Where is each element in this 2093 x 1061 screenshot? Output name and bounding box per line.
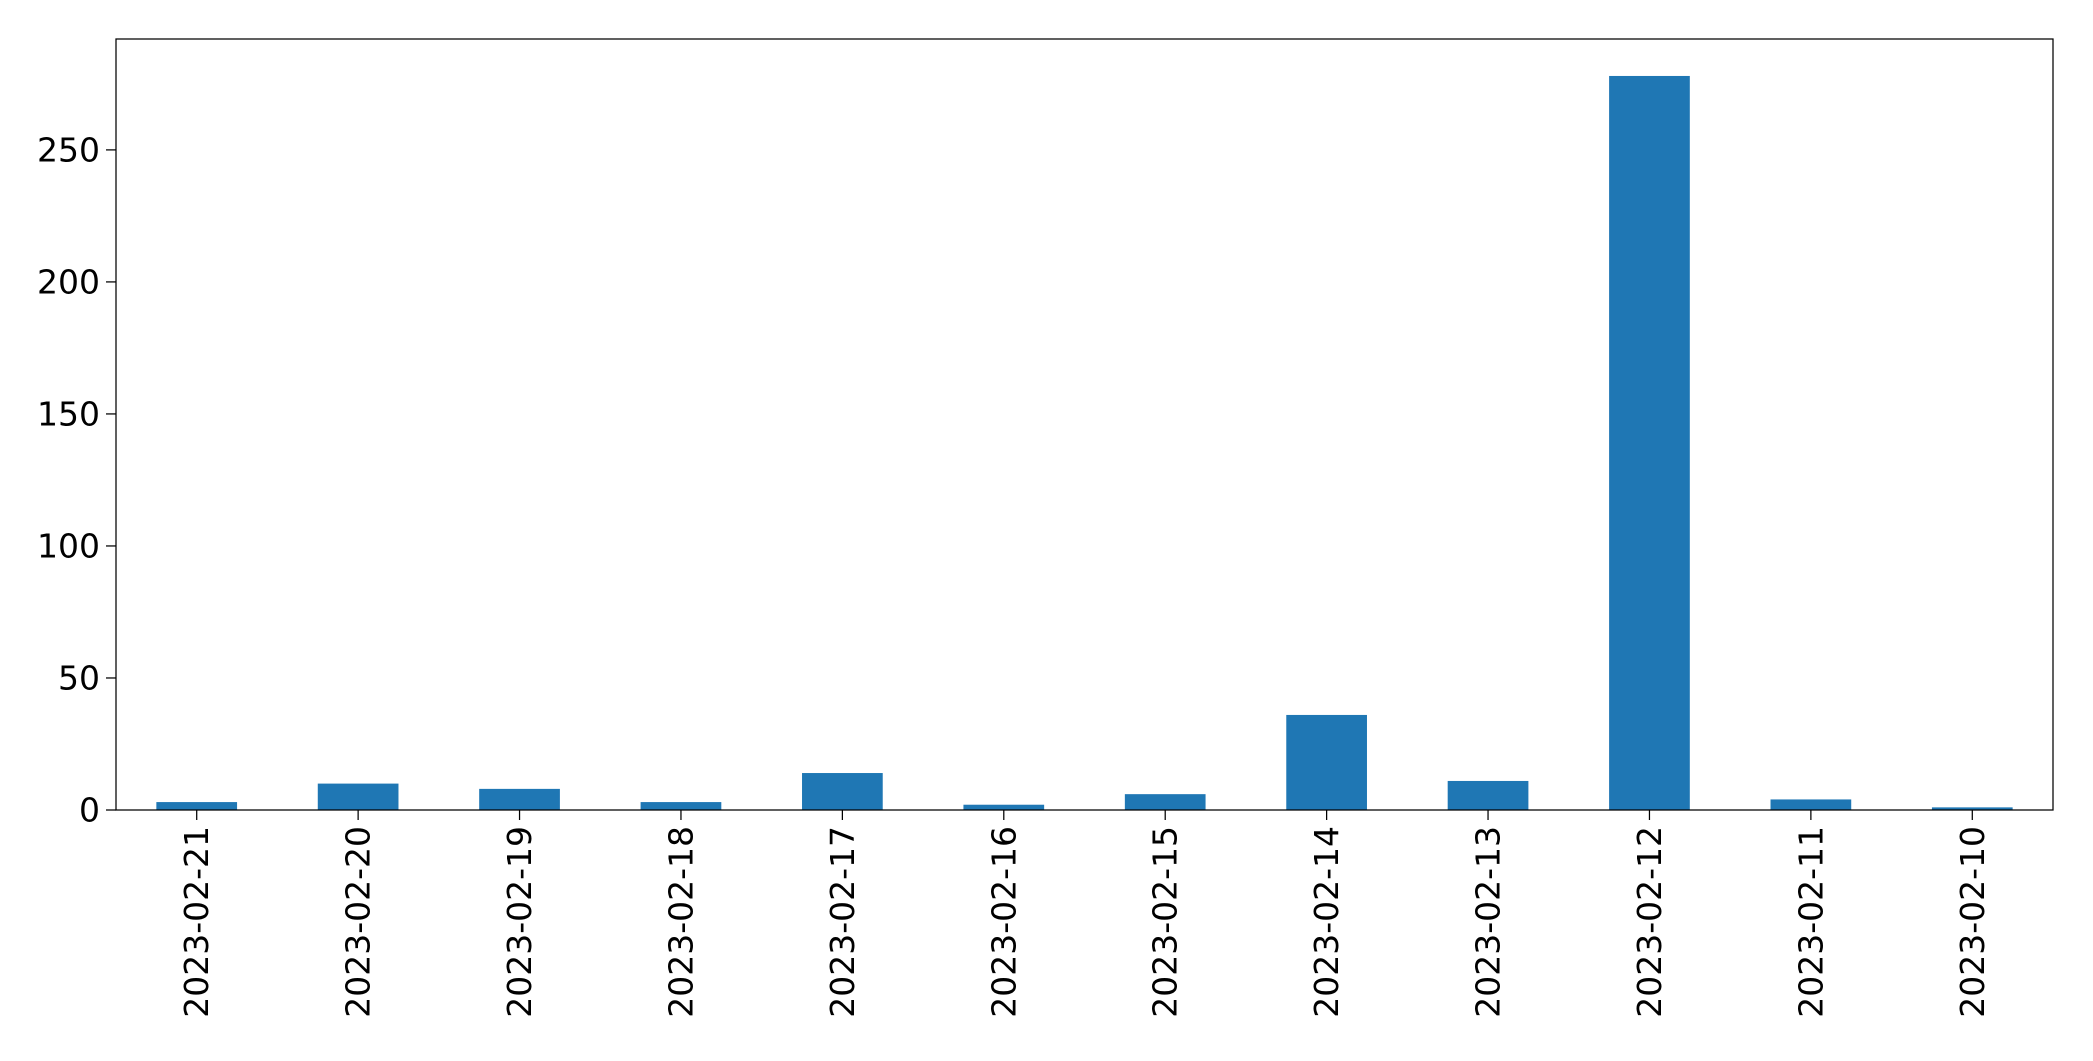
x-tick-label: 2023-02-20 [339, 826, 378, 1018]
x-tick-label: 2023-02-13 [1469, 826, 1508, 1018]
y-axis: 0 50 100 150 200 250 [37, 130, 116, 830]
bars-layer [156, 75, 2013, 810]
x-tick-label: 2023-02-11 [1791, 826, 1830, 1018]
x-tick-label: 2023-02-18 [661, 826, 700, 1018]
x-tick-label: 2023-02-10 [1953, 826, 1992, 1018]
bar-2023-02-15 [1124, 794, 1206, 810]
bar-2023-02-13 [1447, 780, 1529, 810]
x-tick-label: 2023-02-16 [984, 826, 1023, 1018]
x-tick-label: 2023-02-17 [823, 826, 862, 1018]
x-axis: 2023-02-21 2023-02-20 2023-02-19 2023-02-18… [177, 810, 1992, 1018]
bar-2023-02-12 [1609, 75, 1690, 810]
bar-2023-02-19 [479, 788, 560, 810]
y-tick-label: 150 [37, 394, 100, 433]
y-tick-label: 250 [37, 130, 100, 169]
plot-frame [115, 38, 2054, 811]
y-tick-label: 50 [58, 658, 100, 697]
y-tick-label: 100 [37, 526, 100, 565]
y-tick-label: 200 [37, 262, 100, 301]
bar-2023-02-20 [317, 783, 399, 810]
x-tick-label: 2023-02-15 [1146, 826, 1185, 1018]
x-tick-label: 2023-02-21 [177, 826, 216, 1018]
bar-2023-02-11 [1770, 799, 1852, 810]
x-tick-label: 2023-02-14 [1307, 826, 1346, 1018]
bar-2023-02-18 [640, 802, 722, 810]
x-tick-label: 2023-02-12 [1630, 826, 1669, 1018]
bar-2023-02-10 [1931, 807, 2013, 810]
bar-2023-02-16 [963, 804, 1045, 810]
bar-2023-02-17 [802, 773, 883, 810]
x-tick-label: 2023-02-19 [500, 826, 539, 1018]
y-tick-label: 0 [79, 791, 100, 830]
bar-2023-02-14 [1286, 714, 1367, 810]
bar-2023-02-21 [156, 802, 238, 810]
